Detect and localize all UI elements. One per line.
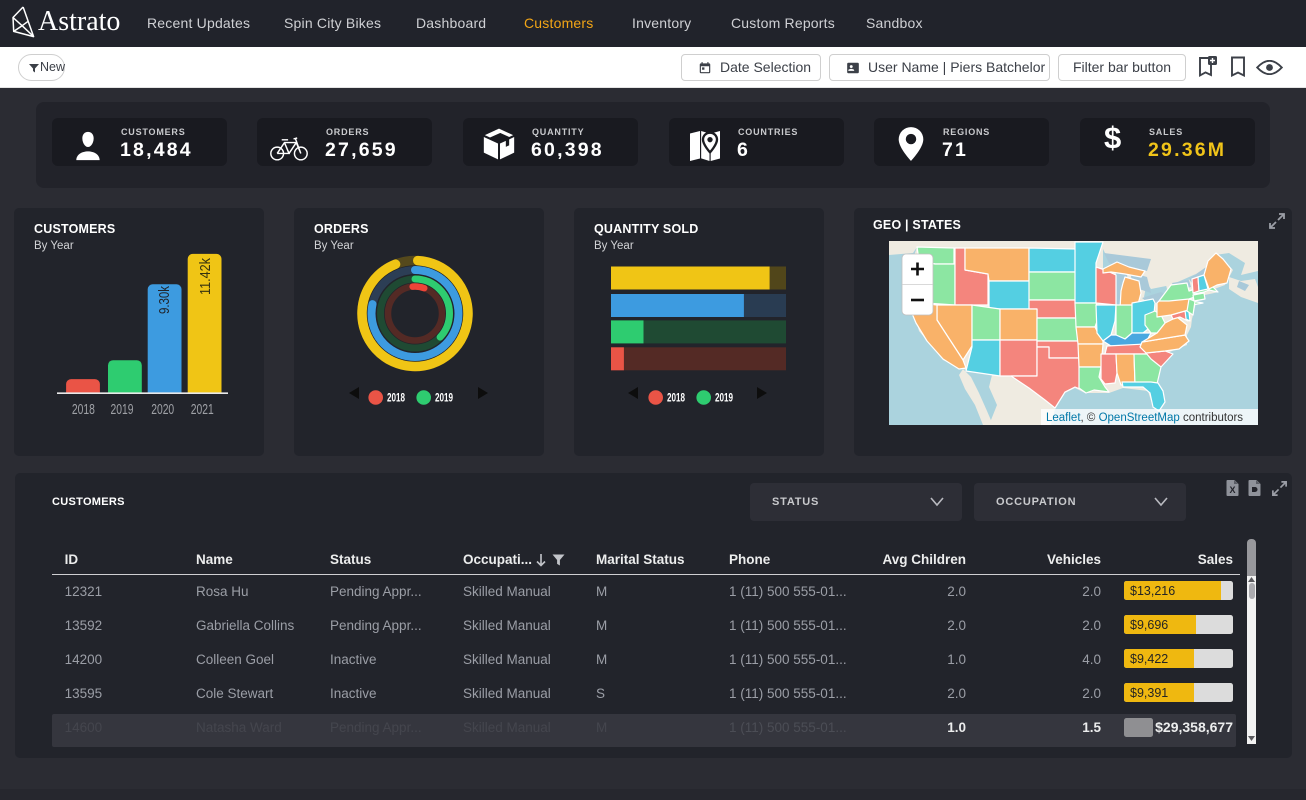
svg-text:11.42k: 11.42k bbox=[198, 257, 214, 295]
svg-text:2018: 2018 bbox=[72, 402, 95, 418]
svg-text:9.30k: 9.30k bbox=[157, 285, 173, 314]
svg-text:Leaflet, © OpenStreetMap contr: Leaflet, © OpenStreetMap contributors bbox=[1046, 412, 1243, 424]
svg-text:2019: 2019 bbox=[715, 393, 733, 405]
svg-text:2021: 2021 bbox=[191, 402, 214, 418]
svg-text:2019: 2019 bbox=[435, 393, 453, 405]
svg-text:X: X bbox=[1229, 485, 1235, 495]
svg-text:2018: 2018 bbox=[667, 393, 685, 405]
svg-text:2018: 2018 bbox=[387, 393, 405, 405]
svg-text:2020: 2020 bbox=[151, 402, 174, 418]
svg-text:2019: 2019 bbox=[111, 402, 134, 418]
